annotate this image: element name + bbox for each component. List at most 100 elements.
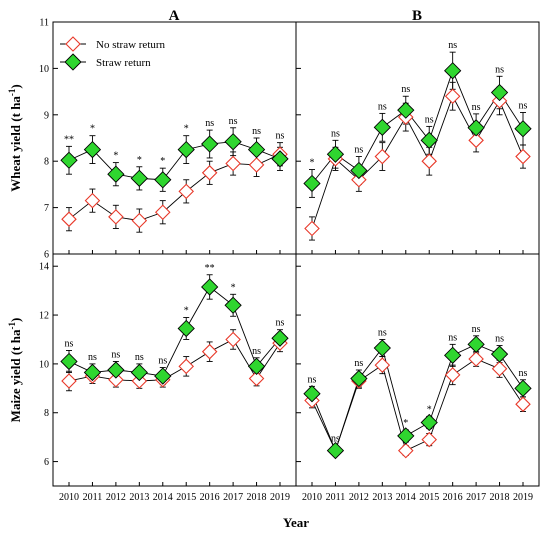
x-tick-label: 2014 [153,492,173,503]
significance-label: ns [495,64,504,75]
x-tick-label: 2019 [513,492,533,503]
marker-no-straw [351,171,367,188]
marker-straw [467,119,485,137]
panel-maize-A: 6 8 10 12 14 2010 2011 2012 2013 2014 2015 2016 2017… [7,262,290,503]
legend-marker-no-straw [65,36,81,52]
marker-straw [490,345,509,363]
y-axis-title-maize-A: Maize yield (t ha-1) [7,318,23,423]
marker-no-straw [108,209,124,225]
significance-label: ns [425,114,434,125]
marker-no-straw [225,331,241,348]
marker-no-straw [304,220,320,237]
marker-no-straw [515,396,531,412]
marker-straw [154,171,172,189]
x-tick-label: 2011 [326,492,346,503]
significance-label: ns [229,116,238,127]
panel-wheat-B: * ns ns ns ns ns ns ns ns ns [296,21,532,255]
marker-no-straw [201,343,218,360]
marker-no-straw [248,157,265,173]
legend-label-no-straw: No straw return [96,39,166,51]
significance-label: * [160,156,165,167]
x-tick-label: 2010 [302,492,322,503]
marker-no-straw [444,367,461,383]
marker-no-straw [248,370,265,387]
x-tick-label: 2011 [83,492,103,503]
marker-no-straw [397,442,414,459]
marker-straw [420,413,438,432]
panel-maize-B: 2010 2011 2012 2013 2014 2015 2016 2017 2018 2019… [296,265,533,503]
marker-no-straw [61,211,77,227]
series-line-straw [311,343,524,452]
marker-no-straw [374,148,391,165]
series-line-no-straw [68,153,281,222]
x-tick-label: 2014 [396,492,416,503]
y-tick-label: 8 [44,408,49,419]
y-axis-title-wheat-A: Wheat yield (t ha-1) [7,84,23,192]
marker-no-straw [108,371,124,388]
marker-straw [397,427,415,445]
x-tick-label: 2018 [247,492,267,503]
marker-no-straw [515,148,531,165]
significance-label: ns [252,126,261,137]
legend: No straw return Straw return [60,36,166,71]
series-line-no-straw [311,358,524,452]
significance-label: ns [88,352,97,363]
marker-straw [154,367,172,385]
marker-straw [490,83,509,102]
marker-no-straw [131,212,148,229]
significance-label: ns [308,374,317,385]
marker-straw [303,385,321,403]
y-tick-label: 9 [44,110,49,121]
panel-letter-a: A [169,8,180,24]
x-tick-label: 2019 [270,492,290,503]
panel-letter-b: B [412,8,422,24]
marker-no-straw [61,373,77,389]
y-tick-label: 10 [39,64,49,75]
legend-marker-straw [64,53,82,71]
significance-label: ns [276,318,285,329]
significance-label: * [231,282,236,293]
marker-straw [271,150,289,168]
x-tick-label: 2018 [490,492,510,503]
significance-label: ns [519,368,528,379]
marker-straw [60,151,78,169]
significance-label: * [184,305,189,316]
significance-label: ns [354,358,363,369]
marker-straw [177,140,195,159]
marker-straw [224,133,242,151]
significance-label: ns [448,40,457,51]
y-tick-label: 7 [44,203,49,214]
y-tick-label: 8 [44,157,49,168]
significance-label: * [403,418,408,429]
marker-straw [224,296,242,314]
y-tick-label: 10 [39,359,49,370]
marker-straw [60,352,78,371]
marker-straw [247,140,266,159]
marker-no-straw [154,204,171,221]
marker-straw [420,131,438,149]
significance-label: ns [276,131,285,142]
marker-straw [107,165,125,183]
significance-label: * [184,124,189,135]
significance-label: * [427,404,432,415]
x-tick-label: 2015 [419,492,439,503]
marker-straw [373,339,391,357]
significance-label: * [113,151,118,162]
significance-label: ns [472,102,481,113]
marker-straw [177,319,195,338]
significance-label: ns [401,84,410,95]
y-tick-label: 14 [39,262,49,273]
significance-label: ns [378,327,387,338]
marker-straw [326,441,345,460]
marker-straw [326,145,345,163]
marker-straw [271,329,289,347]
marker-no-straw [374,357,391,373]
significance-label: ns [65,338,74,349]
marker-straw [130,169,148,188]
marker-straw [444,62,462,80]
x-tick-label: 2012 [349,492,369,503]
series-line-straw [68,286,281,377]
marker-no-straw [468,351,484,367]
marker-no-straw [491,361,508,377]
series-line-no-straw [68,338,281,382]
